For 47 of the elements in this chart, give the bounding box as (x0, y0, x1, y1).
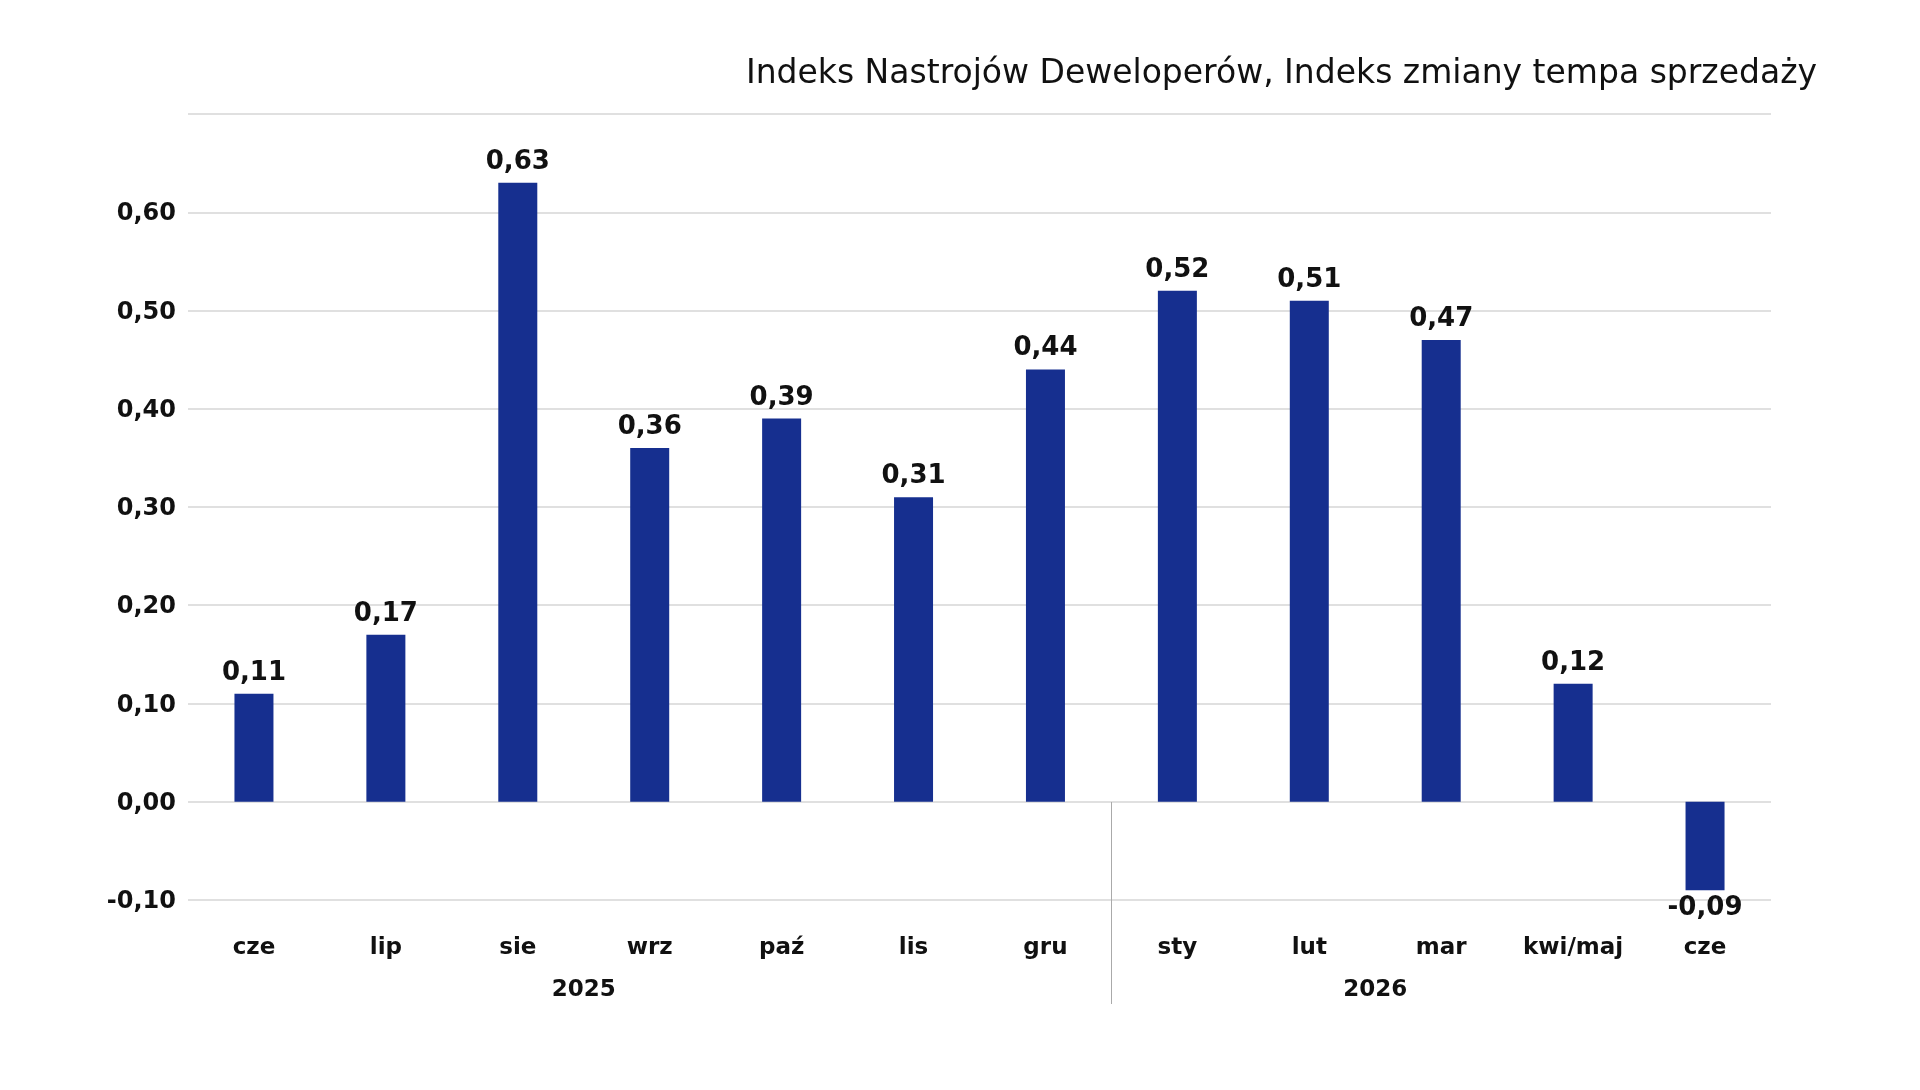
text: 2026 (1343, 975, 1408, 1001)
x-tick-label: kwi/maj (1523, 932, 1624, 959)
x-tick-label: paź (758, 932, 805, 959)
y-tick-label: 0,10 (116, 689, 176, 718)
data-label: 0,12 (1541, 645, 1606, 676)
y-tick-label: 0,40 (116, 394, 176, 423)
bar (1421, 339, 1461, 802)
bar (894, 497, 934, 802)
y-tick-label: 0,30 (116, 493, 176, 521)
data-label: 0,31 (881, 459, 946, 490)
x-tick-label: sty (1157, 932, 1198, 959)
x-tick-label: wrz (626, 932, 673, 959)
x-tick-label: lis (898, 932, 929, 959)
data-label: 0,36 (617, 410, 682, 441)
bar (1685, 801, 1725, 891)
bar (1553, 683, 1593, 802)
data-label: 0,63 (485, 144, 550, 175)
bar (366, 634, 406, 802)
x-tick-label: cze (1683, 932, 1727, 959)
y-tick-label: 0,50 (116, 296, 176, 325)
bar (762, 418, 802, 802)
bar (234, 693, 274, 802)
data-label: 0,39 (749, 380, 814, 411)
data-label: 0,17 (353, 596, 418, 627)
bar (498, 182, 538, 802)
x-tick-label: gru (1023, 932, 1068, 959)
x-tick-label: cze (232, 932, 276, 959)
x-tick-label: lip (369, 932, 402, 959)
y-tick-label: 0,20 (116, 591, 176, 620)
x-tick-label: sie (499, 932, 537, 959)
text: 2025 (551, 975, 616, 1001)
bar (1157, 290, 1197, 802)
chart-title: Indeks Nastrojów Deweloperów, Indeks zmiany tempa sprzedaży (745, 52, 1818, 91)
bar (630, 448, 670, 802)
y-tick-label: 0,00 (116, 787, 176, 816)
data-label: 0,52 (1145, 252, 1210, 283)
x-tick-label: mar (1415, 932, 1468, 959)
data-label: 0,11 (221, 655, 287, 686)
data-label: 0,47 (1409, 301, 1474, 332)
bar (1025, 369, 1065, 802)
x-tick-label: lut (1291, 932, 1327, 959)
bar (1289, 300, 1329, 802)
data-label: 0,51 (1277, 262, 1342, 293)
y-tick-label: -0,10 (106, 886, 176, 914)
data-label: -0,09 (1667, 891, 1743, 922)
data-label: 0,44 (1013, 331, 1078, 362)
y-tick-label: 0,60 (116, 198, 176, 227)
